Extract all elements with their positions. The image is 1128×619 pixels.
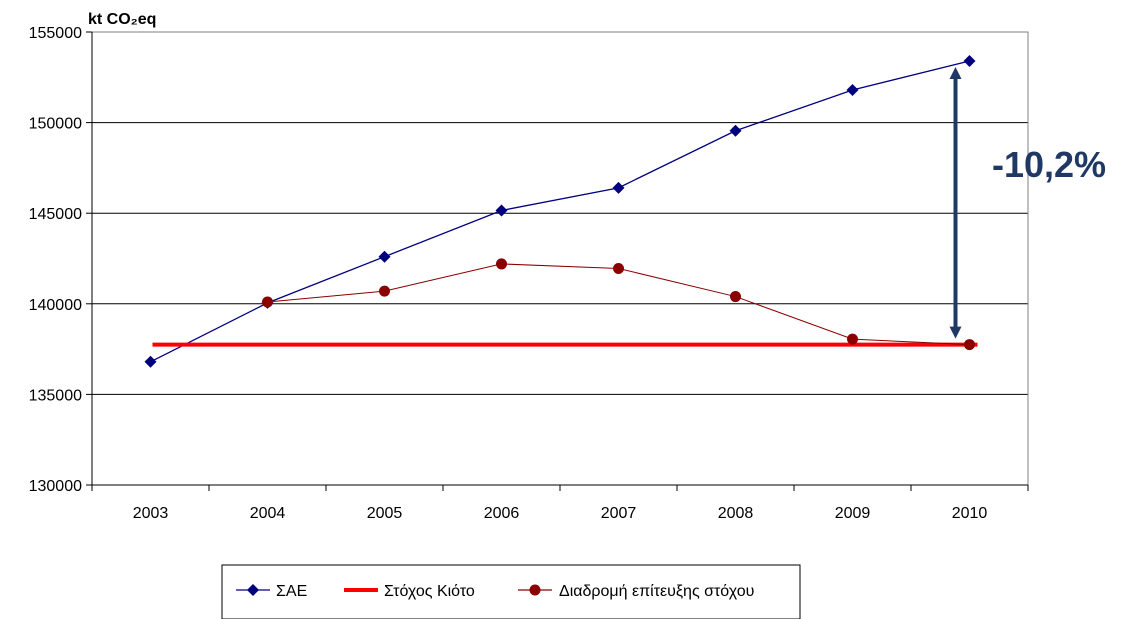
y-tick-label: 140000 bbox=[29, 297, 82, 314]
annotation-arrow-head-bottom bbox=[949, 326, 962, 339]
x-tick-label: 2010 bbox=[952, 505, 988, 522]
data-point-circle bbox=[847, 333, 858, 345]
data-point-diamond bbox=[612, 181, 625, 194]
y-tick-label: 155000 bbox=[29, 25, 82, 42]
x-tick-label: 2007 bbox=[601, 505, 637, 522]
plot-area bbox=[91, 31, 1029, 486]
y-tick-label: 130000 bbox=[29, 478, 82, 495]
legend-box bbox=[221, 564, 801, 619]
data-point-circle bbox=[262, 296, 273, 308]
x-tick-label: 2008 bbox=[718, 505, 754, 522]
data-point-diamond bbox=[378, 250, 391, 263]
grid-lines bbox=[92, 31, 1028, 395]
legend: ΣΑΕ Στόχος Κιότο Διαδρομή επίτευξης στόχου bbox=[221, 564, 801, 619]
x-tick-label: 2009 bbox=[835, 505, 871, 522]
data-point-diamond bbox=[144, 355, 157, 368]
y-tick-label: 145000 bbox=[29, 206, 82, 223]
data-point-circle bbox=[730, 291, 741, 303]
annotation-label: -10,2% bbox=[992, 144, 1106, 185]
data-point-diamond bbox=[963, 54, 976, 67]
data-point-circle bbox=[496, 258, 507, 270]
legend-label: Διαδρομή επίτευξης στόχου bbox=[559, 583, 754, 600]
legend-marker-circle bbox=[529, 584, 541, 596]
data-point-circle bbox=[964, 339, 975, 351]
y-axis-label: kt CO₂eq bbox=[88, 11, 156, 28]
series-line-0 bbox=[150, 60, 970, 363]
x-tick-label: 2004 bbox=[250, 505, 286, 522]
y-tick-label: 150000 bbox=[29, 116, 82, 133]
data-point-diamond bbox=[846, 83, 859, 96]
axes: 130000 135000 140000 145000 150000 155000 2003… bbox=[29, 25, 1029, 522]
y-tick-label: 135000 bbox=[29, 387, 82, 404]
data-point-diamond bbox=[729, 124, 742, 137]
data-point-diamond bbox=[495, 204, 508, 217]
x-tick-label: 2005 bbox=[367, 505, 403, 522]
legend-label: Στόχος Κιότο bbox=[384, 583, 475, 600]
data-point-circle bbox=[379, 285, 390, 297]
legend-marker-diamond bbox=[247, 584, 259, 596]
legend-label: ΣΑΕ bbox=[276, 583, 307, 600]
x-tick-label: 2003 bbox=[133, 505, 169, 522]
annotation-group: -10,2% bbox=[949, 66, 1106, 339]
series-group bbox=[144, 54, 978, 368]
x-tick-label: 2006 bbox=[484, 505, 520, 522]
annotation-arrow-head-top bbox=[949, 66, 962, 79]
data-point-circle bbox=[613, 262, 624, 274]
